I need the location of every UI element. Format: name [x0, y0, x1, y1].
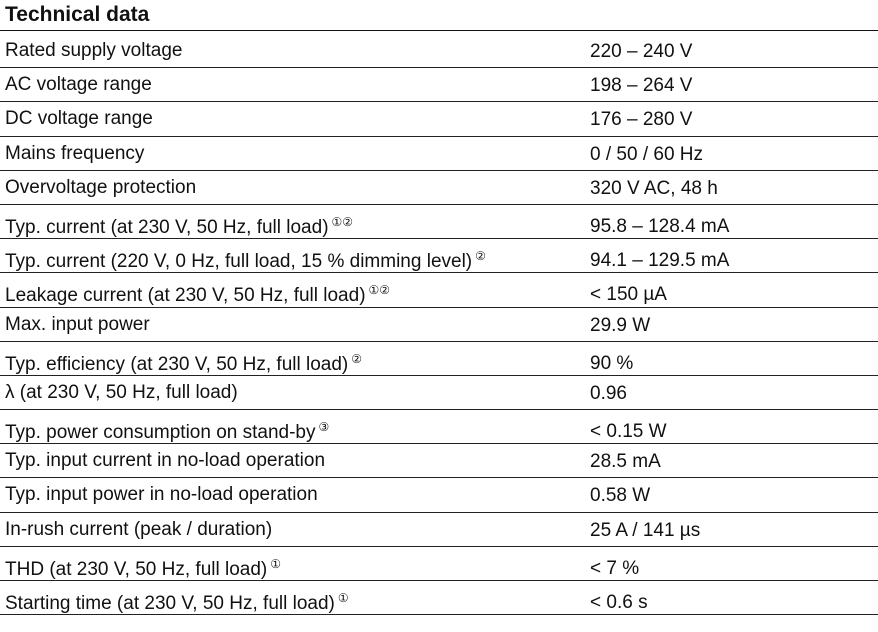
row-parameter: Overvoltage protection: [5, 176, 197, 198]
row-parameter: Rated supply voltage: [5, 40, 183, 61]
table-row: In-rush current (peak / duration) 25 A /…: [0, 513, 878, 547]
table-row: Leakage current (at 230 V, 50 Hz, full l…: [0, 273, 878, 308]
row-value: 90 %: [590, 352, 634, 374]
row-parameter: Typ. efficiency (at 230 V, 50 Hz, full l…: [5, 351, 363, 375]
title-divider: [0, 30, 878, 31]
table-row: Typ. current (220 V, 0 Hz, full load, 15…: [0, 239, 878, 274]
page-title: Technical data: [5, 3, 150, 26]
table-row: Overvoltage protection 320 V AC, 48 h: [0, 171, 878, 205]
row-value: < 0.15 W: [590, 421, 667, 443]
table-row: AC voltage range 198 – 264 V: [0, 68, 878, 103]
table-row: Max. input power 29.9 W: [0, 308, 878, 342]
table-row: DC voltage range 176 – 280 V: [0, 102, 878, 137]
row-value: 0 / 50 / 60 Hz: [590, 143, 704, 165]
table-row: Rated supply voltage 220 – 240 V: [0, 34, 878, 69]
table-row: Typ. input current in no-load operation …: [0, 444, 878, 479]
row-parameter: Typ. current (at 230 V, 50 Hz, full load…: [5, 214, 354, 238]
row-parameter: AC voltage range: [5, 74, 152, 96]
footnote-marker: ①②: [368, 283, 391, 298]
row-parameter: Typ. input current in no-load operation: [5, 450, 326, 472]
table-row: Typ. input power in no-load operation 0.…: [0, 478, 878, 513]
table-row: THD (at 230 V, 50 Hz, full load) ① < 7 %: [0, 547, 878, 581]
row-value: 28.5 mA: [590, 451, 661, 473]
row-value: 94.1 – 129.5 mA: [590, 250, 730, 272]
footnote-marker: ③: [318, 420, 330, 435]
table-row: Typ. power consumption on stand-by ③ < 0.…: [0, 410, 878, 445]
row-parameter: λ (at 230 V, 50 Hz, full load): [5, 381, 238, 403]
row-parameter: THD (at 230 V, 50 Hz, full load) ①: [5, 556, 282, 580]
row-parameter: Starting time (at 230 V, 50 Hz, full loa…: [5, 591, 349, 614]
footnote-marker: ②: [475, 249, 486, 264]
footnote-marker: ①: [337, 591, 349, 605]
footnote-marker: ②: [351, 351, 363, 366]
row-parameter: Mains frequency: [5, 142, 145, 164]
row-parameter: Typ. power consumption on stand-by ③: [5, 420, 330, 444]
row-value: < 7 %: [590, 557, 640, 579]
row-value: 95.8 – 128.4 mA: [590, 215, 730, 237]
row-value: < 0.6 s: [590, 592, 648, 613]
footnote-marker: ①: [270, 556, 282, 571]
row-parameter: Leakage current (at 230 V, 50 Hz, full l…: [5, 283, 391, 307]
table-row: Typ. efficiency (at 230 V, 50 Hz, full l…: [0, 342, 878, 376]
row-value: 176 – 280 V: [590, 109, 693, 131]
row-value: 320 V AC, 48 h: [590, 177, 718, 199]
table-row: Typ. current (at 230 V, 50 Hz, full load…: [0, 205, 878, 240]
row-value: 25 A / 141 µs: [590, 519, 701, 541]
row-value: 29.9 W: [590, 314, 651, 336]
row-parameter: In-rush current (peak / duration): [5, 518, 273, 540]
spec-table: Rated supply voltage 220 – 240 V AC volt…: [0, 34, 878, 616]
table-row: Starting time (at 230 V, 50 Hz, full loa…: [0, 581, 878, 616]
row-parameter: DC voltage range: [5, 108, 153, 130]
row-parameter: Typ. current (220 V, 0 Hz, full load, 15…: [5, 249, 486, 273]
row-value: 0.58 W: [590, 485, 651, 507]
row-value: 220 – 240 V: [590, 41, 693, 62]
row-value: 198 – 264 V: [590, 75, 693, 97]
row-parameter: Typ. input power in no-load operation: [5, 484, 318, 506]
table-row: Mains frequency 0 / 50 / 60 Hz: [0, 137, 878, 171]
row-value: 0.96: [590, 382, 627, 404]
footnote-marker: ①②: [331, 214, 354, 229]
row-value: < 150 µA: [590, 284, 667, 306]
row-parameter: Max. input power: [5, 313, 150, 335]
table-row: λ (at 230 V, 50 Hz, full load) 0.96: [0, 376, 878, 411]
